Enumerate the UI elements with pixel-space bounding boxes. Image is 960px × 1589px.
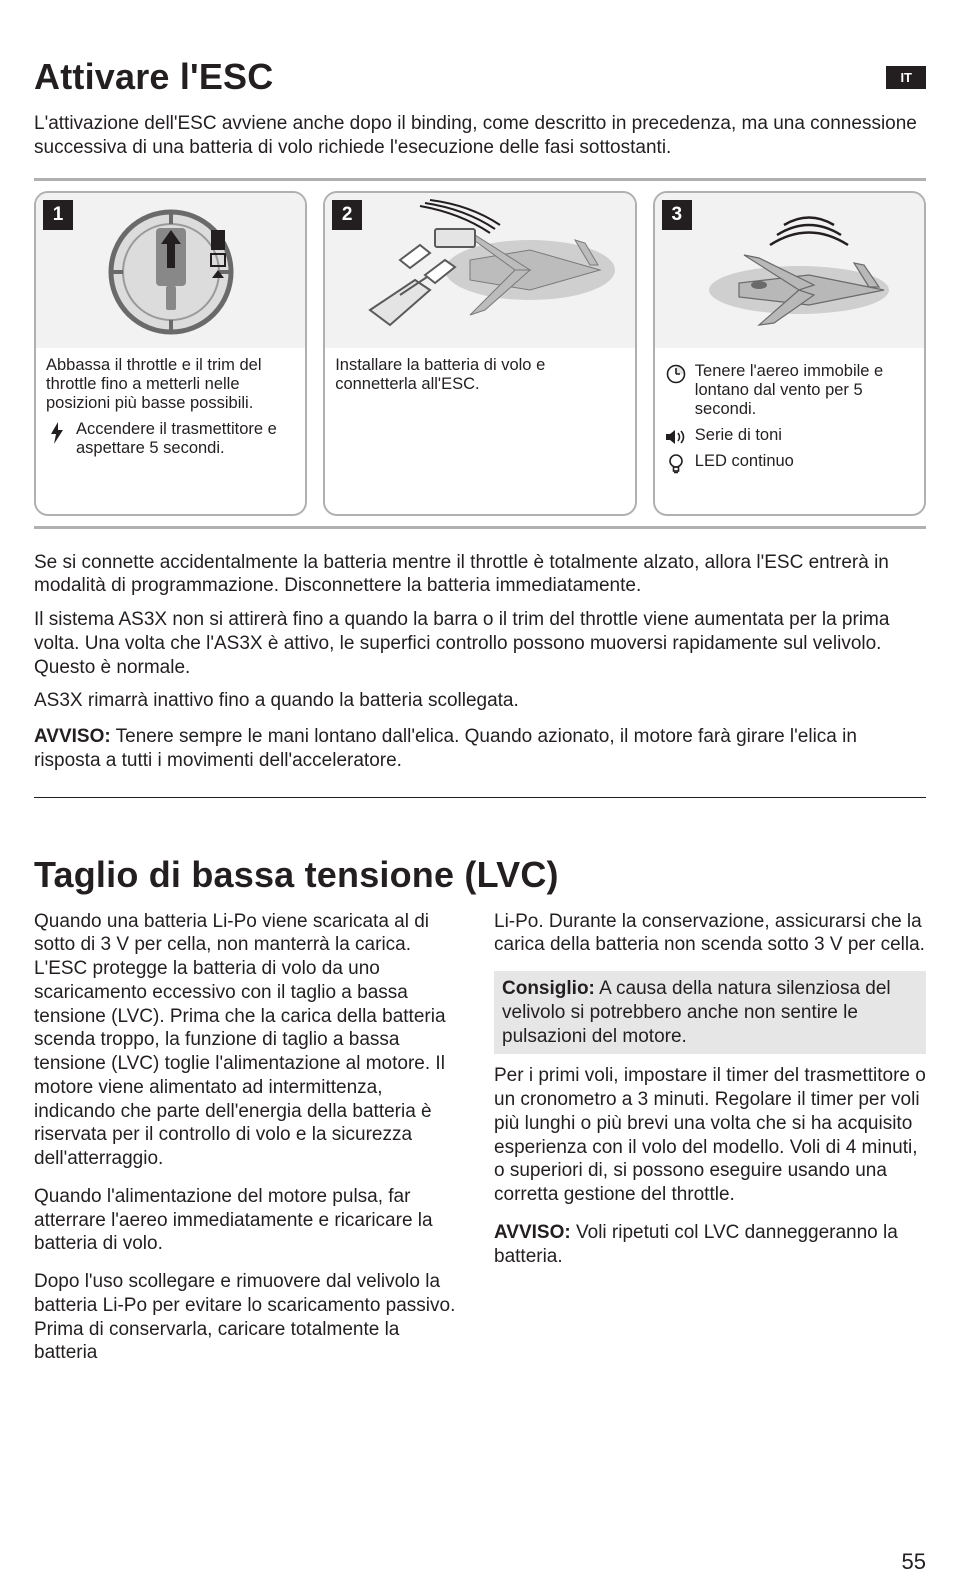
notice-1-text: Tenere sempre le mani lontano dall'elica…	[34, 726, 857, 771]
step-body-2: Installare la batteria di volo e connett…	[325, 348, 635, 514]
step-card-3: 3 Tenere l'aereo immob	[653, 191, 926, 516]
step-number: 1	[43, 200, 73, 230]
step3-sub3-text: LED continuo	[695, 452, 914, 471]
step3-sub1: Tenere l'aereo immobile e lontano dal ve…	[665, 362, 914, 420]
right-para-2: Per i primi voli, impostare il timer del…	[494, 1064, 926, 1207]
notice-1-label: AVVISO:	[34, 726, 111, 747]
step3-sub2-text: Serie di toni	[695, 426, 914, 445]
step-card-2: 2 Installare la batteria	[323, 191, 637, 516]
page-number: 55	[902, 1549, 926, 1575]
mid-para-2: Il sistema AS3X non si attirerà fino a q…	[34, 608, 926, 679]
bolt-icon	[46, 420, 68, 444]
section1-intro: L'attivazione dell'ESC avviene anche dop…	[34, 112, 926, 160]
step-body-3: Tenere l'aereo immobile e lontano dal ve…	[655, 348, 924, 514]
section2-title: Taglio di bassa tensione (LVC)	[34, 854, 926, 896]
step-text: Abbassa il throttle e il trim del thrott…	[46, 356, 295, 414]
section-divider	[34, 797, 926, 798]
steps-row: 1 Abbassa il throttle e il trim del thro…	[34, 178, 926, 529]
step-image-1	[36, 193, 305, 348]
step1-sub1-text: Accendere il trasmettitore e aspettare 5…	[76, 420, 295, 459]
right-para-1: Li-Po. Durante la conservazione, assicur…	[494, 910, 926, 958]
bulb-icon	[665, 452, 687, 474]
right-column: Li-Po. Durante la conservazione, assicur…	[494, 910, 926, 1380]
clock-icon	[665, 362, 687, 384]
tip-label: Consiglio:	[502, 978, 595, 999]
left-column: Quando una batteria Li-Po viene scaricat…	[34, 910, 466, 1380]
language-tag: IT	[886, 66, 926, 89]
step1-sub1: Accendere il trasmettitore e aspettare 5…	[46, 420, 295, 459]
step3-sub3: LED continuo	[665, 452, 914, 474]
mid-para-1: Se si connette accidentalmente la batter…	[34, 551, 926, 599]
step-number: 3	[662, 200, 692, 230]
step-image-3	[655, 193, 924, 348]
notice-2-label: AVVISO:	[494, 1222, 571, 1243]
step-text: Installare la batteria di volo e connett…	[335, 356, 625, 395]
left-para-2: Quando l'alimentazione del motore pulsa,…	[34, 1185, 466, 1256]
tip-box: Consiglio: A causa della natura silenzio…	[494, 971, 926, 1054]
section1-title: Attivare l'ESC	[34, 56, 926, 98]
two-column-layout: Quando una batteria Li-Po viene scaricat…	[34, 910, 926, 1380]
notice-1: AVVISO: Tenere sempre le mani lontano da…	[34, 725, 926, 773]
left-para-1: Quando una batteria Li-Po viene scaricat…	[34, 910, 466, 1171]
step-card-1: 1 Abbassa il throttle e il trim del thro…	[34, 191, 307, 516]
speaker-icon	[665, 426, 687, 446]
step3-sub1-text: Tenere l'aereo immobile e lontano dal ve…	[695, 362, 914, 420]
step-image-2	[325, 193, 635, 348]
left-para-3: Dopo l'uso scollegare e rimuovere dal ve…	[34, 1270, 466, 1365]
step3-sub2: Serie di toni	[665, 426, 914, 446]
notice-2: AVVISO: Voli ripetuti col LVC danneggera…	[494, 1221, 926, 1269]
step-body-1: Abbassa il throttle e il trim del thrott…	[36, 348, 305, 514]
step-number: 2	[332, 200, 362, 230]
mid-para-3: AS3X rimarrà inattivo fino a quando la b…	[34, 689, 926, 713]
